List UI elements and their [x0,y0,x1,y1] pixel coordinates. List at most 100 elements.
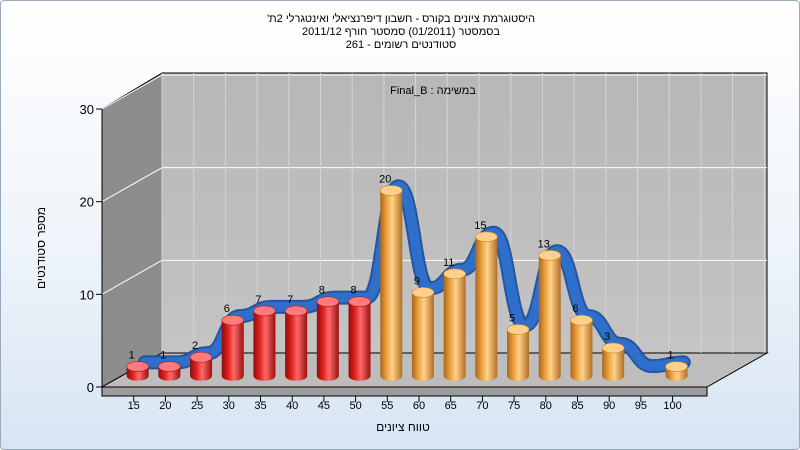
bar [570,314,593,381]
bar-value-label: 8 [319,285,325,297]
bar-body [253,310,276,381]
chart-title-line-1: היסטוגרמת ציונים בקורס - חשבון דיפרנציאל… [266,13,536,25]
bar-body [475,236,498,381]
bar-body [602,347,625,381]
bars [126,185,688,381]
x-tick-label: 15 [128,400,140,412]
x-tick-label: 90 [603,400,615,412]
x-tick-label: 30 [223,400,235,412]
bar [189,351,213,381]
bar-value-label: 5 [509,312,515,324]
bar-value-label: 20 [379,173,391,185]
bar [475,231,498,381]
bar-top [379,185,403,196]
x-tick-label: 100 [663,400,681,412]
chart-title-line-3: סטודנטים רשומים - 261 [345,39,457,51]
bar-body [570,320,593,381]
bar [665,361,688,381]
y-tick-label: 0 [87,380,94,395]
x-tick-label: 50 [349,400,361,412]
x-tick-label: 55 [381,400,393,412]
bar [316,296,340,381]
bar-value-label: 15 [474,220,486,232]
bar-top [411,287,435,298]
side-wall [101,72,163,388]
bar-top [284,305,308,317]
bar-top [189,351,213,363]
x-tick-label: 85 [571,400,583,412]
x-tick-label: 45 [318,400,330,412]
x-tick-label: 80 [540,400,552,412]
x-tick-label: 95 [635,400,647,412]
bar-body [221,320,244,381]
bar-body [443,273,466,381]
bar-value-label: 6 [572,303,578,315]
bar-value-label: 2 [192,340,198,352]
bar-value-label: 3 [604,331,610,343]
chart-subtitle: במשימה : Final_B [390,85,476,97]
bar [348,296,371,381]
y-tick-label: 20 [80,195,94,210]
bar [221,314,245,381]
bar [379,185,403,381]
bar-value-label: 1 [667,350,673,362]
bar-value-label: 13 [538,238,550,250]
bar-value-label: 7 [255,294,261,306]
bar [443,268,466,381]
bar-top [158,361,181,372]
bar [284,305,308,381]
chart-title-line-2: בסמסטר (01/2011) סמסטר חורף 2011/12 [301,26,501,38]
bar-body [507,329,530,381]
bar-body [411,292,434,381]
bar [126,361,149,381]
x-tick-label: 65 [445,400,457,412]
x-tick-label: 70 [476,400,488,412]
bar-body [380,190,403,381]
gridline-side [101,74,163,110]
x-tick-label: 60 [413,400,425,412]
bar-body [538,255,561,381]
y-axis-title: מספר סטודנטים [34,207,48,289]
x-tick-label: 25 [191,400,203,412]
x-axis-title: טווח ציונים [376,420,430,434]
y-tick-label: 10 [80,287,94,302]
bar-top [506,324,530,335]
y-tick-label: 30 [80,102,94,117]
bar-value-label: 6 [224,303,230,315]
bar-value-label: 11 [443,257,454,269]
bar-top [475,231,498,243]
bar-top [570,314,593,326]
bar-top [348,296,371,307]
bar [538,250,562,381]
floor-front-edge [101,386,708,397]
bar-body [285,310,308,381]
bar [253,305,276,381]
bar-value-label: 9 [414,275,420,287]
bar-value-label: 1 [160,350,166,362]
bar-body [348,301,371,381]
bar-value-label: 1 [129,350,135,362]
bar-body [190,357,213,381]
x-tick-label: 20 [159,400,171,412]
bar-top [253,305,276,317]
gridline-side [101,167,163,203]
bar-top [221,314,245,326]
bar [158,361,181,381]
x-tick-label: 40 [286,400,298,412]
bar-value-label: 7 [287,294,293,306]
bar-top [538,250,562,261]
bar-top [601,342,625,354]
x-tick-label: 35 [254,400,266,412]
gridline-side [101,259,163,295]
bar-top [316,296,340,307]
bar [506,324,530,381]
bar-value-label: 8 [350,285,356,297]
bar-top [665,361,688,372]
bar [411,287,435,381]
x-tick-label: 75 [508,400,520,412]
bar-top [126,361,149,372]
